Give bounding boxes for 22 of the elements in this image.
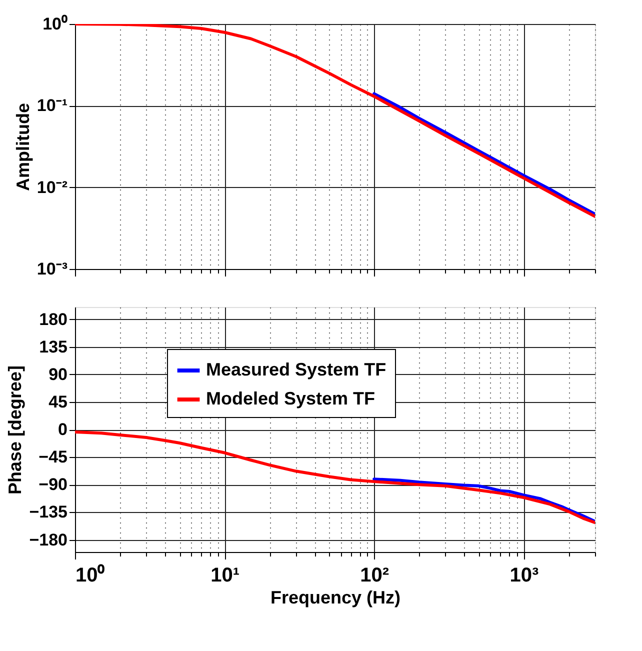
y-tick-label: 10⁻¹: [36, 96, 68, 116]
y-tick-label: 180: [39, 310, 68, 329]
y-tick-label: 10⁻³: [36, 260, 68, 278]
y-tick-label: −45: [38, 448, 68, 467]
y-tick-label: 135: [39, 337, 68, 356]
y-tick-label: 45: [48, 392, 68, 412]
y-axis-title: Amplitude: [12, 103, 33, 191]
y-tick-label: 10⁻²: [36, 178, 68, 197]
y-tick-label: 90: [48, 364, 68, 384]
y-tick-label: −90: [38, 475, 68, 494]
x-tick-label: 10²: [360, 564, 390, 586]
x-tick-label: 10⁰: [76, 564, 105, 586]
y-axis-title: Phase [degree]: [5, 365, 26, 495]
legend-label: Modeled System TF: [206, 388, 376, 408]
y-tick-label: −135: [29, 502, 68, 522]
x-axis-title: Frequency (Hz): [270, 588, 401, 608]
x-tick-label: 10¹: [210, 564, 240, 586]
y-tick-label: 0: [58, 420, 68, 439]
y-tick-label: 10⁰: [42, 14, 68, 34]
y-tick-label: −180: [29, 530, 68, 550]
legend-label: Measured System TF: [206, 360, 386, 380]
x-tick-label: 10³: [510, 564, 539, 586]
